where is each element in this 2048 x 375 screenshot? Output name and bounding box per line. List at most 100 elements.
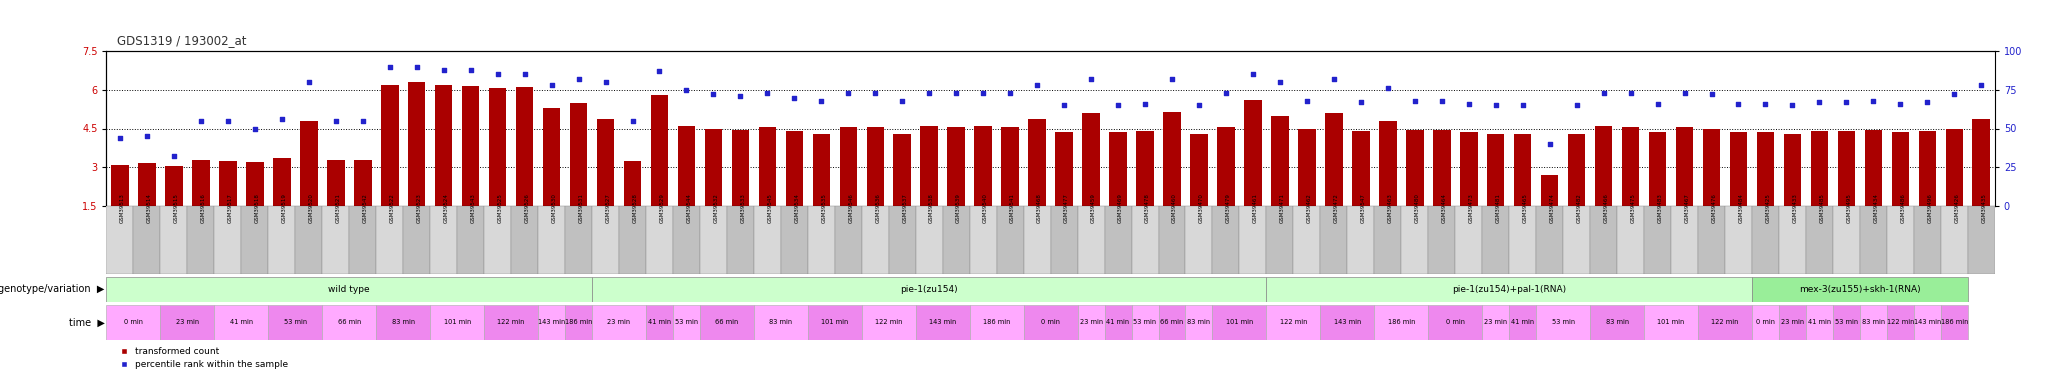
Text: GSM39463: GSM39463 <box>1389 193 1393 223</box>
Text: 41 min: 41 min <box>1106 320 1130 326</box>
Bar <box>1892 132 1909 206</box>
Point <box>211 118 244 124</box>
Text: GSM39540: GSM39540 <box>983 193 989 223</box>
Point <box>805 98 838 104</box>
Point <box>1505 102 1538 108</box>
Point <box>1399 98 1432 104</box>
Bar <box>1595 126 1612 206</box>
Point <box>373 63 406 69</box>
Bar <box>516 87 532 206</box>
Bar <box>188 206 215 274</box>
Bar <box>592 305 645 340</box>
Point <box>1587 90 1620 96</box>
Point <box>104 135 137 141</box>
Bar <box>1374 305 1427 340</box>
Text: GSM39473: GSM39473 <box>1468 193 1475 223</box>
Bar <box>1913 206 1942 274</box>
Text: GSM39486: GSM39486 <box>1901 193 1905 223</box>
Point <box>1722 101 1755 107</box>
Bar <box>1028 120 1047 206</box>
Text: GSM39543: GSM39543 <box>471 193 475 223</box>
Bar <box>1186 206 1212 274</box>
Point <box>616 118 649 124</box>
Text: GSM39527: GSM39527 <box>606 193 610 223</box>
Bar <box>483 305 539 340</box>
Point <box>1452 101 1485 107</box>
Bar <box>1266 305 1321 340</box>
Bar <box>997 206 1024 274</box>
Text: GSM39521: GSM39521 <box>336 193 340 223</box>
Point <box>1425 98 1458 104</box>
Text: 23 min: 23 min <box>1782 320 1804 326</box>
Bar <box>350 206 377 274</box>
Text: GSM39537: GSM39537 <box>903 193 907 223</box>
Point <box>1831 99 1864 105</box>
Bar <box>1077 206 1104 274</box>
Text: 41 min: 41 min <box>229 320 254 326</box>
Text: GSM39481: GSM39481 <box>1495 193 1501 223</box>
Bar <box>137 164 156 206</box>
Bar <box>1569 134 1585 206</box>
Point <box>1802 99 1835 105</box>
Bar <box>592 277 1266 302</box>
Text: GSM39478: GSM39478 <box>1145 193 1151 223</box>
Bar <box>1401 206 1427 274</box>
Point <box>266 116 299 122</box>
Text: GSM39536: GSM39536 <box>874 193 881 223</box>
Bar <box>1942 305 1968 340</box>
Text: 66 min: 66 min <box>1161 320 1184 326</box>
Text: GSM39465: GSM39465 <box>1522 193 1528 223</box>
Bar <box>272 158 291 206</box>
Point <box>887 98 920 104</box>
Text: 23 min: 23 min <box>1079 320 1102 326</box>
Bar <box>1434 130 1450 206</box>
Bar <box>434 85 453 206</box>
Point <box>1479 102 1511 108</box>
Point <box>238 126 270 132</box>
Text: 66 min: 66 min <box>715 320 739 326</box>
Point <box>1155 76 1188 82</box>
Text: 101 min: 101 min <box>1227 320 1253 326</box>
Bar <box>1702 129 1720 206</box>
Bar <box>645 305 674 340</box>
Bar <box>193 159 209 206</box>
Bar <box>840 127 856 206</box>
Bar <box>780 206 807 274</box>
Point <box>158 153 190 159</box>
Text: GSM39475: GSM39475 <box>1630 193 1636 223</box>
Bar <box>1407 130 1423 206</box>
Bar <box>1864 130 1882 206</box>
Point <box>399 63 432 69</box>
Bar <box>1860 305 1886 340</box>
Bar <box>1589 206 1618 274</box>
Text: 83 min: 83 min <box>1188 320 1210 326</box>
Text: 186 min: 186 min <box>1389 320 1415 326</box>
Text: GSM39433: GSM39433 <box>1792 193 1798 223</box>
Bar <box>268 206 295 274</box>
Bar <box>1919 131 1935 206</box>
Bar <box>1751 305 1780 340</box>
Text: GSM39479: GSM39479 <box>1227 193 1231 223</box>
Text: 23 min: 23 min <box>176 320 199 326</box>
Bar <box>219 161 238 206</box>
Bar <box>1055 132 1073 206</box>
Bar <box>1001 127 1020 206</box>
Point <box>1858 98 1890 104</box>
Text: 53 min: 53 min <box>1835 320 1858 326</box>
Bar <box>866 127 885 206</box>
Bar <box>106 305 160 340</box>
Point <box>508 71 541 77</box>
Point <box>1102 102 1135 108</box>
Text: GSM39528: GSM39528 <box>633 193 637 223</box>
Bar <box>705 129 723 206</box>
Bar <box>1298 129 1315 206</box>
Text: GSM39472: GSM39472 <box>1333 193 1339 223</box>
Bar <box>1810 131 1829 206</box>
Bar <box>322 305 377 340</box>
Text: GSM39468: GSM39468 <box>1036 193 1042 223</box>
Bar <box>700 206 727 274</box>
Point <box>858 90 891 96</box>
Bar <box>1348 206 1374 274</box>
Bar <box>1456 206 1483 274</box>
Text: 23 min: 23 min <box>1485 320 1507 326</box>
